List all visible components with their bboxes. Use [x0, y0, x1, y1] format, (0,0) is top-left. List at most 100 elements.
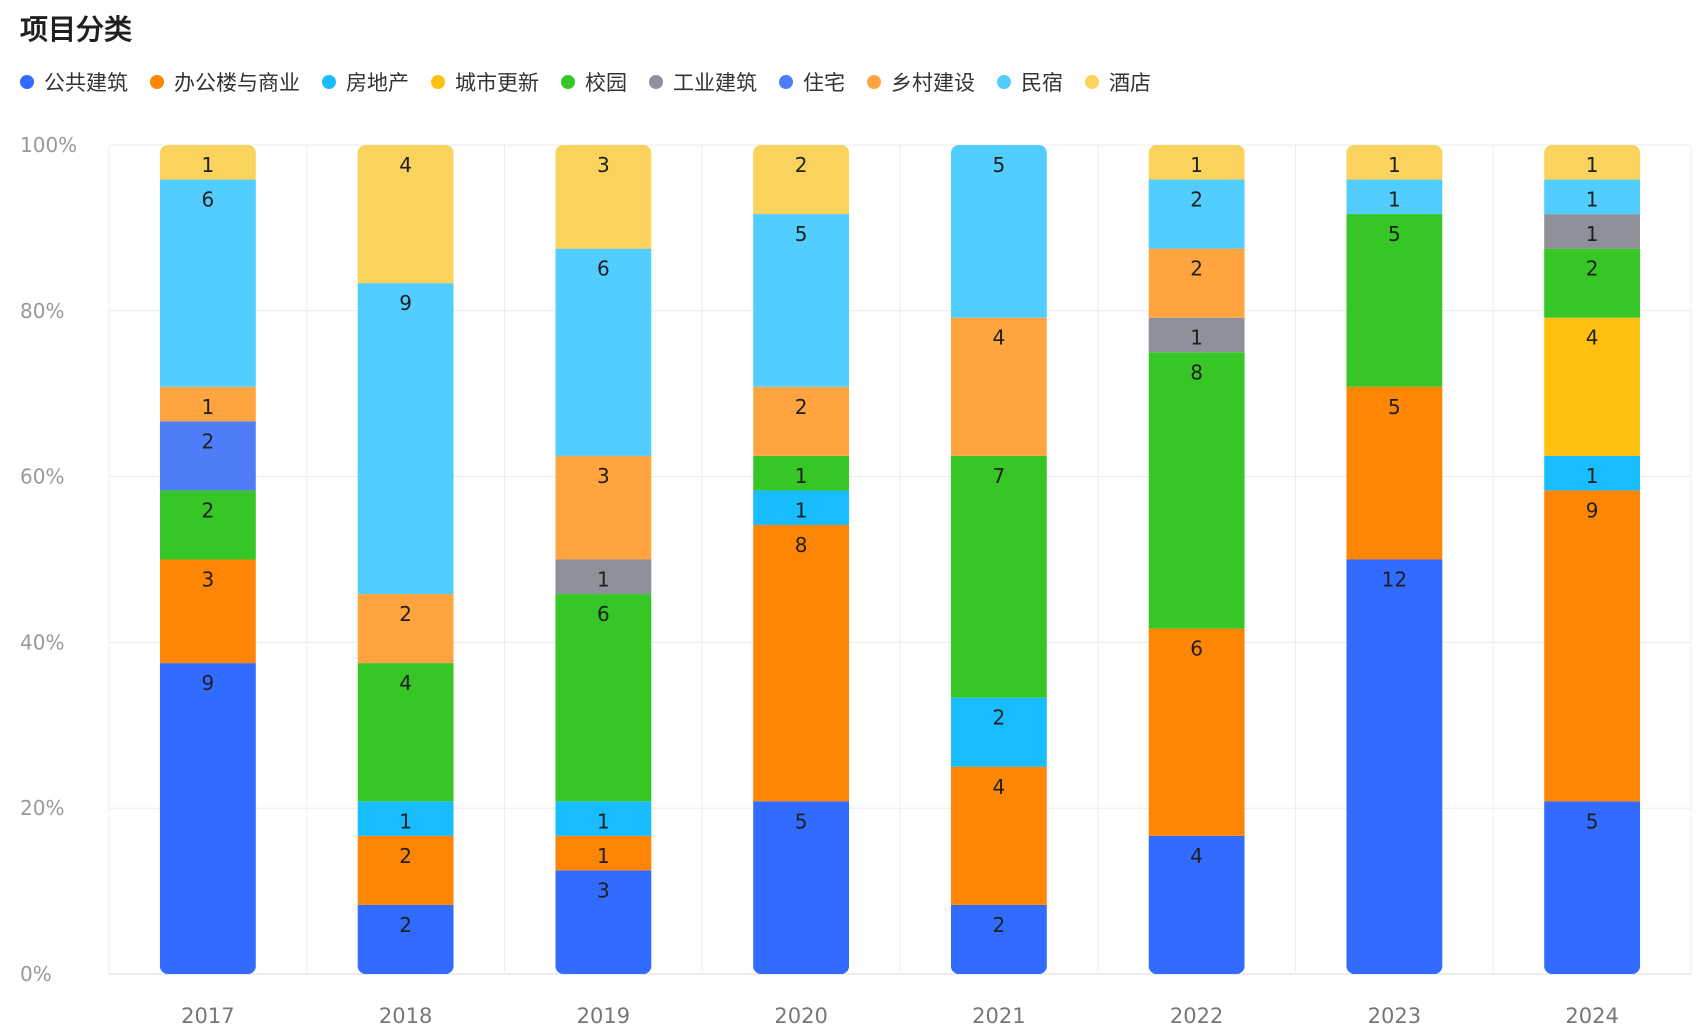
x-tick-label: 2024 — [1565, 1004, 1618, 1024]
legend-label: 住宅 — [803, 71, 845, 95]
bar-segment — [1544, 317, 1641, 456]
bar-segment — [357, 835, 454, 905]
legend-item[interactable]: 办公楼与商业 — [150, 67, 300, 97]
y-tick-label: 60% — [20, 465, 64, 489]
x-tick-label: 2023 — [1368, 1004, 1421, 1024]
legend-dot-icon — [561, 75, 575, 89]
y-tick-label: 0% — [20, 962, 52, 986]
legend-label: 酒店 — [1109, 71, 1151, 95]
bar-segment — [555, 559, 652, 595]
data-label: 1 — [202, 395, 215, 419]
legend-label: 城市更新 — [455, 71, 539, 95]
data-label: 3 — [597, 153, 610, 177]
bar-segment — [1346, 179, 1443, 215]
legend-dot-icon — [322, 75, 336, 89]
legend-dot-icon — [997, 75, 1011, 89]
bar-segment — [1148, 835, 1245, 974]
data-label: 6 — [597, 257, 610, 281]
data-label: 1 — [1190, 153, 1203, 177]
bar-segment — [950, 904, 1047, 974]
legend-dot-icon — [1085, 75, 1099, 89]
data-label: 4 — [399, 153, 412, 177]
bar-segment — [159, 145, 256, 180]
legend-label: 乡村建设 — [891, 71, 975, 95]
data-label: 4 — [993, 326, 1006, 350]
bar-segment — [555, 835, 652, 871]
bar-segment — [555, 870, 652, 974]
legend: 公共建筑 办公楼与商业 房地产 城市更新 校园 工业建筑 住宅 乡村建设 民宿 酒店 — [20, 64, 1151, 100]
data-label: 3 — [597, 878, 610, 902]
data-label: 1 — [1190, 326, 1203, 350]
data-label: 1 — [1586, 222, 1599, 246]
legend-label: 工业建筑 — [673, 71, 757, 95]
legend-item[interactable]: 房地产 — [322, 67, 409, 97]
data-label: 1 — [1388, 153, 1401, 177]
x-tick-label: 2021 — [972, 1004, 1025, 1024]
data-label: 2 — [202, 498, 215, 522]
chart-title: 项目分类 — [20, 13, 133, 46]
y-tick-label: 40% — [20, 630, 64, 654]
bar-segment — [1148, 628, 1245, 836]
bar-segment — [950, 697, 1047, 767]
data-label: 2 — [399, 913, 412, 937]
legend-item[interactable]: 城市更新 — [431, 67, 539, 97]
legend-item[interactable]: 公共建筑 — [20, 67, 128, 97]
data-label: 2 — [993, 913, 1006, 937]
legend-item[interactable]: 校园 — [561, 67, 627, 97]
bar-segment — [357, 594, 454, 664]
bar-2020 — [753, 145, 850, 974]
bar-segment — [1346, 386, 1443, 560]
legend-item[interactable]: 工业建筑 — [649, 67, 757, 97]
data-label: 2 — [1190, 257, 1203, 281]
bar-segment — [357, 145, 454, 284]
bar-segment — [357, 663, 454, 802]
x-tick-label: 2019 — [577, 1004, 630, 1024]
data-label: 5 — [1586, 809, 1599, 833]
bar-segment — [1544, 801, 1641, 974]
data-label: 1 — [399, 809, 412, 833]
data-label: 2 — [1190, 188, 1203, 212]
legend-label: 民宿 — [1021, 71, 1063, 95]
data-label: 5 — [1388, 222, 1401, 246]
bar-segment — [357, 801, 454, 836]
legend-item[interactable]: 民宿 — [997, 67, 1063, 97]
bar-segment — [555, 801, 652, 836]
legend-label: 校园 — [585, 71, 627, 95]
y-tick-label: 20% — [20, 796, 64, 820]
bar-segment — [753, 455, 850, 491]
data-label: 2 — [399, 844, 412, 868]
legend-item[interactable]: 乡村建设 — [867, 67, 975, 97]
data-label: 1 — [1586, 153, 1599, 177]
legend-item[interactable]: 酒店 — [1085, 67, 1151, 97]
y-tick-label: 80% — [20, 299, 64, 323]
data-label: 5 — [993, 153, 1006, 177]
bar-segment — [753, 386, 850, 456]
data-label: 2 — [993, 706, 1006, 730]
data-label: 12 — [1382, 568, 1407, 592]
data-label: 3 — [202, 568, 215, 592]
x-tick-label: 2022 — [1170, 1004, 1223, 1024]
data-label: 5 — [795, 222, 808, 246]
data-label: 5 — [1388, 395, 1401, 419]
bar-segment — [555, 455, 652, 560]
bar-segment — [159, 386, 256, 422]
data-label: 9 — [399, 291, 412, 315]
bar-segment — [1544, 248, 1641, 318]
legend-label: 公共建筑 — [44, 71, 128, 95]
legend-dot-icon — [20, 75, 34, 89]
bar-2021 — [950, 145, 1047, 974]
data-label: 1 — [1586, 188, 1599, 212]
bar-2019 — [555, 145, 652, 974]
bar-segment — [1346, 145, 1443, 180]
bar-segment — [357, 283, 454, 595]
bar-segment — [753, 801, 850, 974]
data-label: 7 — [993, 464, 1006, 488]
bar-segment — [753, 214, 850, 387]
data-label: 6 — [202, 188, 215, 212]
bar-segment — [1544, 490, 1641, 802]
bar-segment — [1148, 179, 1245, 249]
legend-item[interactable]: 住宅 — [779, 67, 845, 97]
x-tick-label: 2020 — [774, 1004, 827, 1024]
data-label: 4 — [993, 775, 1006, 799]
data-label: 1 — [1388, 188, 1401, 212]
